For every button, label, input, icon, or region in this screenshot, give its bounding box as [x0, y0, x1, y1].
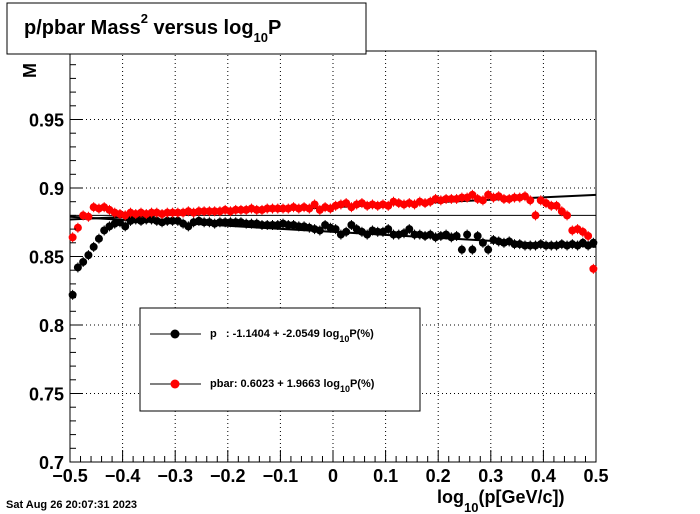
x-tick-label: 0.1: [373, 466, 398, 486]
data-points: [68, 189, 598, 300]
data-point: [331, 225, 340, 234]
y-axis-label: M: [20, 63, 40, 78]
y-tick-label: 0.9: [39, 179, 64, 199]
data-point: [121, 222, 130, 231]
x-tick-label: 0.3: [478, 466, 503, 486]
data-point: [310, 200, 319, 209]
timestamp: Sat Aug 26 20:07:31 2023: [6, 499, 137, 511]
x-tick-labels: −0.5 −0.4 −0.3 −0.2 −0.1 0 0.1 0.2 0.3 0.4 0.5: [52, 466, 608, 486]
data-point: [84, 251, 93, 260]
legend-marker-p: [170, 329, 180, 339]
y-tick-label: 0.85: [29, 248, 64, 268]
y-tick-label: 0.8: [39, 316, 64, 336]
data-point: [526, 196, 535, 205]
legend-entry-p: p : -1.1404 + -2.0549 log10P(%): [210, 328, 374, 344]
legend-box: [139, 307, 421, 412]
chart-title: p/pbar Mass2 versus log10P: [24, 11, 281, 45]
data-point: [384, 225, 393, 234]
x-tick-label: −0.2: [210, 466, 246, 486]
data-point: [468, 245, 477, 254]
data-point: [457, 245, 466, 254]
x-axis-label: log10(p[GeV/c]): [437, 487, 564, 514]
data-point: [89, 242, 98, 251]
data-point: [589, 264, 598, 273]
y-tick-label: 0.75: [29, 385, 64, 405]
legend-entry-pbar: pbar: 0.6023 + 1.9663 log10P(%): [210, 378, 375, 394]
data-point: [478, 196, 487, 205]
data-point: [589, 238, 598, 247]
axis-ticks: [69, 64, 597, 463]
x-tick-label: 0.4: [531, 466, 556, 486]
data-point: [452, 231, 461, 240]
data-point: [68, 290, 77, 299]
data-point: [478, 238, 487, 247]
data-point: [584, 231, 593, 240]
x-tick-label: −0.5: [52, 466, 88, 486]
data-point: [484, 245, 493, 254]
data-point: [463, 230, 472, 239]
y-tick-label: 0.95: [29, 111, 64, 131]
x-tick-label: 0: [328, 466, 338, 486]
x-tick-label: 0.5: [583, 466, 608, 486]
data-point: [342, 227, 351, 236]
title-box: [6, 2, 367, 55]
data-point: [84, 212, 93, 221]
data-point: [531, 211, 540, 220]
x-tick-label: −0.1: [263, 466, 299, 486]
data-point: [79, 257, 88, 266]
data-point: [563, 211, 572, 220]
grid-lines: [70, 51, 596, 462]
data-point: [552, 201, 561, 210]
y-tick-label: 0.7: [39, 453, 64, 473]
legend-marker-pbar: [170, 379, 180, 389]
data-point: [405, 225, 414, 234]
x-tick-label: −0.3: [157, 466, 193, 486]
data-point: [315, 226, 324, 235]
x-tick-label: 0.2: [426, 466, 451, 486]
x-tick-label: −0.4: [105, 466, 141, 486]
data-point: [473, 231, 482, 240]
data-point: [73, 223, 82, 232]
y-tick-labels: 0.7 0.75 0.8 0.85 0.9 0.95: [29, 111, 64, 474]
data-point: [94, 234, 103, 243]
data-point: [73, 263, 82, 272]
data-point: [68, 233, 77, 242]
